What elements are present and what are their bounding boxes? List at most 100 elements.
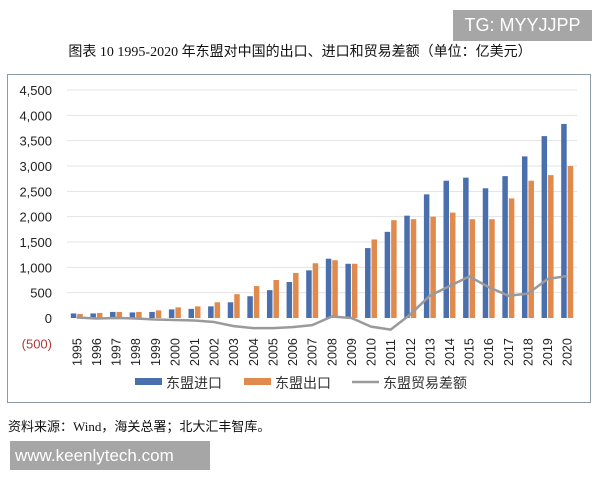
bar-export-2014 [450, 212, 456, 318]
bar-export-2007 [312, 263, 319, 318]
bar-export-2009 [351, 263, 358, 318]
y-tick-label: 1,000 [19, 260, 52, 275]
legend-swatch-0 [135, 378, 162, 385]
x-tick-label: 2013 [423, 338, 437, 366]
x-tick-label: 1995 [70, 338, 84, 366]
x-tick-label: 1997 [110, 338, 124, 366]
bar-import-2020 [561, 123, 567, 319]
x-tick-label: 2001 [188, 338, 202, 366]
bar-import-2015 [463, 177, 469, 318]
bar-export-2015 [469, 219, 476, 318]
x-tick-label: 2014 [443, 338, 457, 366]
watermark-bottom: www.keenlytech.com [10, 441, 210, 470]
bar-export-2020 [567, 166, 574, 318]
bar-export-2001 [195, 306, 201, 318]
y-tick-label: 1,500 [19, 235, 52, 250]
bar-import-2011 [384, 231, 391, 318]
bar-import-2009 [345, 263, 351, 318]
bar-export-2000 [175, 307, 181, 318]
y-tick-label: 0 [45, 311, 52, 326]
bar-export-2005 [273, 280, 279, 318]
bar-import-1995 [70, 313, 77, 318]
bar-import-2013 [423, 194, 430, 318]
x-tick-label: 2019 [541, 338, 555, 366]
bar-import-2007 [306, 270, 312, 318]
legend-label-0: 东盟进口 [166, 376, 222, 392]
x-tick-label: 2007 [306, 338, 320, 366]
balance-line [76, 274, 568, 331]
x-tick-label: 2009 [345, 338, 359, 366]
y-tick-label: 3,500 [19, 134, 52, 149]
bar-export-1999 [155, 310, 162, 318]
bar-export-2004 [253, 286, 260, 318]
bar-import-2002 [208, 306, 214, 318]
x-tick-label: 2017 [502, 338, 516, 366]
bar-export-2017 [508, 198, 515, 318]
bar-export-2013 [430, 216, 436, 318]
bar-export-1998 [136, 311, 142, 318]
bar-export-1996 [96, 312, 103, 318]
legend-swatch-1 [244, 378, 271, 385]
bar-import-2014 [443, 180, 449, 318]
bar-import-2004 [247, 296, 253, 318]
watermark-top: TG: MYYJJPP [453, 10, 592, 41]
bar-export-2008 [332, 260, 338, 318]
y-tick-label: 2,000 [19, 210, 52, 225]
bar-import-1996 [90, 313, 96, 318]
bar-import-2016 [482, 188, 489, 318]
bar-import-2018 [521, 156, 528, 318]
x-tick-label: 2008 [325, 338, 339, 366]
y-tick-label: 2,500 [19, 184, 52, 199]
bar-import-2019 [541, 136, 548, 318]
x-tick-label: 2010 [365, 338, 379, 366]
bar-export-2006 [293, 272, 299, 318]
x-tick-label: 2015 [463, 338, 477, 366]
x-tick-label: 2000 [168, 338, 182, 366]
x-tick-label: 2020 [561, 338, 575, 366]
bar-import-2006 [286, 282, 293, 318]
x-tick-label: 2005 [266, 338, 280, 366]
x-tick-label: 2004 [247, 338, 261, 366]
x-tick-label: 2012 [404, 338, 418, 366]
bar-export-2018 [528, 180, 534, 318]
bar-import-2010 [365, 248, 371, 318]
bar-import-1999 [149, 311, 155, 318]
y-tick-label: 500 [30, 286, 52, 301]
x-tick-label: 2002 [208, 338, 222, 366]
x-tick-label: 2011 [384, 339, 398, 366]
bar-import-2000 [168, 309, 175, 318]
bar-export-2002 [214, 302, 221, 318]
y-tick-label: 4,000 [19, 108, 52, 123]
y-tick-label: 4,500 [19, 83, 52, 98]
bar-export-1995 [77, 313, 83, 318]
bar-export-2016 [489, 219, 495, 318]
bar-export-2010 [371, 239, 378, 318]
chart-frame [7, 74, 591, 403]
bar-import-2005 [266, 290, 273, 318]
x-tick-label: 2003 [227, 338, 241, 366]
x-tick-label: 1998 [129, 338, 143, 366]
x-tick-label: 2006 [286, 338, 300, 366]
legend-label-2: 东盟贸易差额 [383, 376, 467, 392]
bar-export-1997 [116, 311, 123, 318]
bar-export-2011 [391, 220, 397, 318]
x-tick-label: 1999 [149, 338, 163, 366]
bar-export-2019 [548, 175, 554, 318]
y-tick-label: (500) [22, 336, 52, 351]
bar-import-2008 [325, 258, 332, 318]
x-tick-label: 1996 [90, 338, 104, 366]
x-tick-label: 2016 [482, 338, 496, 366]
bar-import-2017 [502, 176, 508, 318]
bar-import-2003 [227, 302, 234, 318]
bar-export-2012 [410, 219, 417, 318]
bar-import-2012 [404, 215, 410, 318]
x-tick-label: 2018 [521, 338, 535, 366]
bar-import-1998 [129, 312, 136, 318]
y-tick-label: 3,000 [19, 159, 52, 174]
bar-import-2001 [188, 308, 194, 318]
source-note: 资料来源：Wind，海关总署；北大汇丰智库。 [8, 419, 271, 434]
bar-import-1997 [110, 311, 116, 318]
legend-label-1: 东盟出口 [275, 376, 331, 392]
chart-title: 图表 10 1995-2020 年东盟对中国的出口、进口和贸易差额（单位：亿美元… [68, 45, 532, 60]
